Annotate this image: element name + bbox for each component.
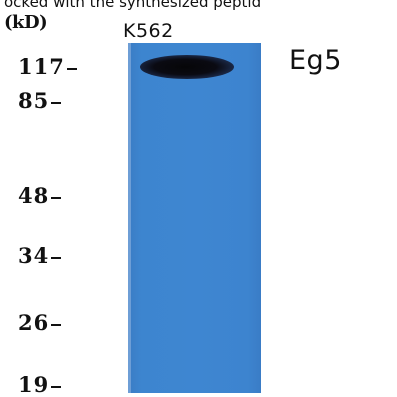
marker-tick xyxy=(66,67,77,70)
target-protein-label: Eg5 xyxy=(289,45,342,76)
marker-48: 48 xyxy=(18,183,62,208)
membrane-edge xyxy=(128,43,131,393)
marker-label: 34 xyxy=(18,243,50,268)
marker-tick xyxy=(51,323,62,326)
unit-label: (kD) xyxy=(4,12,48,33)
marker-label: 117 xyxy=(18,54,65,79)
marker-26: 26 xyxy=(18,310,62,335)
marker-117: 117 xyxy=(18,56,77,77)
marker-tick xyxy=(51,101,62,104)
marker-85: 85 xyxy=(18,88,62,113)
marker-label: 48 xyxy=(18,183,50,208)
marker-label: 26 xyxy=(18,310,50,335)
eg5-band xyxy=(140,55,234,79)
marker-34: 34 xyxy=(18,243,62,268)
lane-label: K562 xyxy=(123,20,174,42)
marker-tick xyxy=(51,196,62,199)
marker-tick xyxy=(51,385,62,388)
marker-label: 85 xyxy=(18,88,50,113)
caption-text: ocked with the synthesized peptid xyxy=(4,0,262,11)
marker-tick xyxy=(51,256,62,259)
marker-label: 19 xyxy=(18,372,50,397)
blot-membrane xyxy=(128,43,261,393)
marker-19: 19 xyxy=(18,372,62,397)
